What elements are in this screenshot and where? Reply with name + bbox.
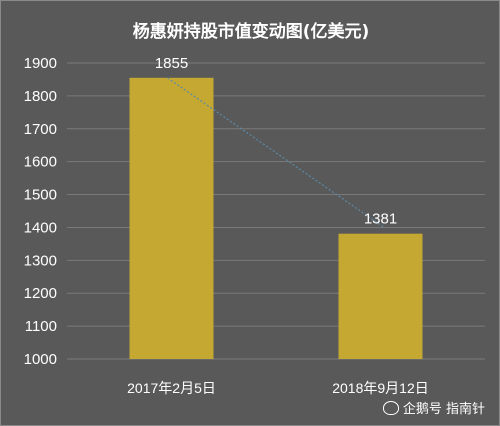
y-tick-label: 1300 bbox=[24, 252, 57, 269]
x-tick-label: 2017年2月5日 bbox=[127, 380, 216, 396]
y-tick-label: 1100 bbox=[25, 318, 57, 335]
penguin-icon bbox=[382, 400, 399, 415]
watermark-text: 企鹅号 指南针 bbox=[402, 402, 485, 417]
y-tick-label: 1200 bbox=[24, 285, 57, 302]
bar bbox=[129, 77, 214, 360]
bar bbox=[338, 233, 423, 359]
y-tick-label: 1900 bbox=[24, 55, 57, 72]
data-label: 1381 bbox=[364, 211, 397, 228]
x-tick-label: 2018年9月12日 bbox=[332, 380, 429, 396]
y-tick-label: 1700 bbox=[24, 121, 57, 138]
watermark: 企鹅号 指南针 bbox=[382, 398, 485, 417]
y-tick-label: 1600 bbox=[24, 154, 57, 171]
y-tick-label: 1800 bbox=[24, 88, 57, 105]
y-tick-label: 1400 bbox=[24, 219, 57, 236]
y-tick-label: 1500 bbox=[24, 187, 57, 204]
y-tick-label: 1000 bbox=[24, 351, 57, 368]
chart-title: 杨惠妍持股市值变动图(亿美元) bbox=[132, 22, 370, 42]
data-label: 1855 bbox=[155, 55, 188, 72]
